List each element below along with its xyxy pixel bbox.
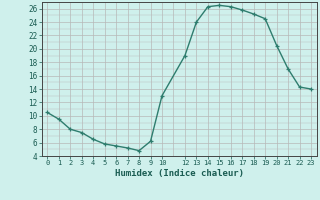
X-axis label: Humidex (Indice chaleur): Humidex (Indice chaleur) — [115, 169, 244, 178]
